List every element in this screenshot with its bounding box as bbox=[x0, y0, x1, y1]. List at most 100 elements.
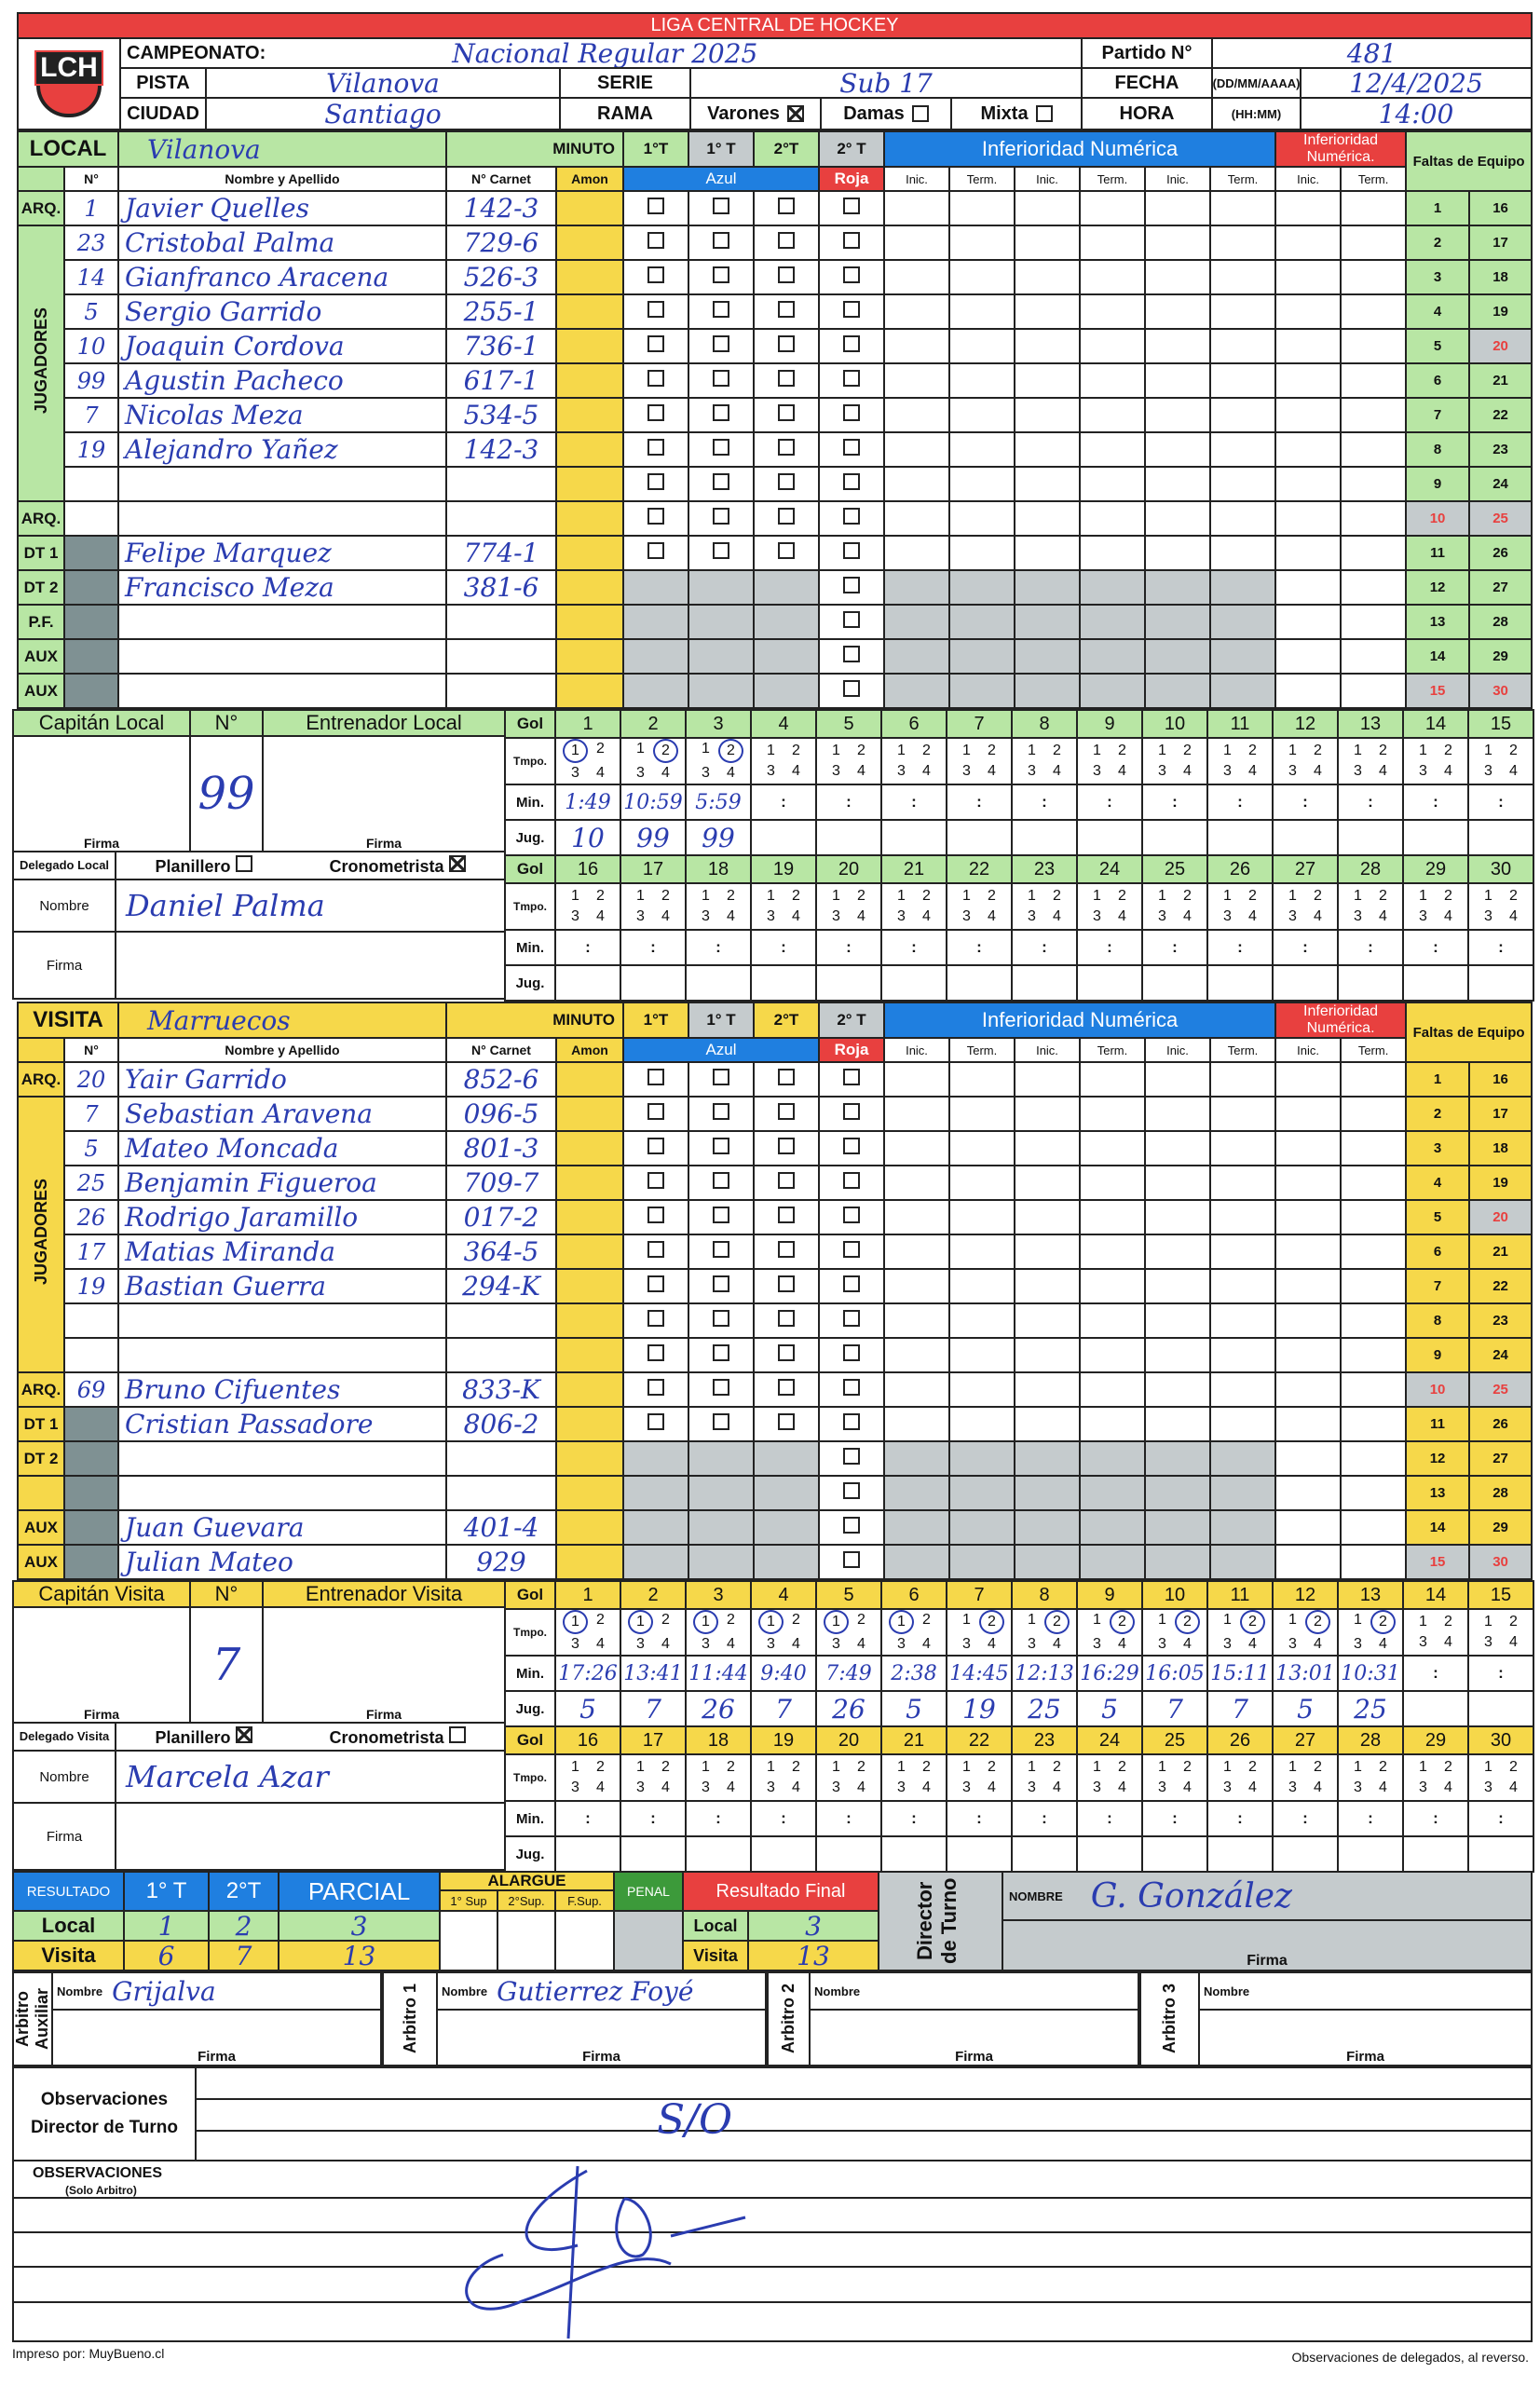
goal-minute[interactable]: 10:59 bbox=[620, 784, 687, 821]
local-p2[interactable]: 2 bbox=[208, 1910, 279, 1942]
period-option[interactable]: 4 bbox=[1053, 1780, 1061, 1795]
inferioridad-cell[interactable] bbox=[1144, 500, 1211, 537]
player-number[interactable]: 26 bbox=[63, 1199, 119, 1235]
inferioridad-cell[interactable] bbox=[948, 328, 1015, 364]
goal-player[interactable] bbox=[685, 1835, 752, 1873]
period-option[interactable]: 4 bbox=[1248, 763, 1257, 779]
roja-cell[interactable] bbox=[818, 1371, 885, 1408]
inferioridad-cell[interactable] bbox=[883, 1130, 950, 1166]
inferioridad-cell[interactable] bbox=[1079, 1302, 1146, 1339]
falta-cell[interactable]: 15 bbox=[1405, 1544, 1471, 1580]
inferioridad-cell[interactable] bbox=[1014, 1440, 1081, 1477]
inferioridad-cell[interactable] bbox=[883, 362, 950, 399]
goal-minute[interactable]: : bbox=[1076, 929, 1143, 966]
goal-period[interactable]: 1 2 3 4 bbox=[1011, 882, 1078, 931]
coach-signature[interactable]: Firma bbox=[262, 1606, 506, 1724]
inferioridad-cell[interactable] bbox=[1014, 1302, 1081, 1339]
period-option[interactable]: 2 bbox=[661, 1759, 670, 1775]
inferioridad-cell[interactable] bbox=[1079, 397, 1146, 433]
inferioridad-cell[interactable] bbox=[1340, 1268, 1408, 1304]
roja-cell[interactable] bbox=[818, 1165, 885, 1201]
goal-period[interactable]: 1 2 3 4 bbox=[1402, 737, 1469, 785]
inferioridad-cell[interactable] bbox=[1340, 1096, 1408, 1132]
player-number[interactable]: 19 bbox=[63, 431, 119, 468]
period-option[interactable]: 4 bbox=[792, 908, 800, 924]
amon-cell[interactable] bbox=[555, 638, 624, 675]
goal-player[interactable]: 19 bbox=[946, 1690, 1013, 1727]
goal-minute[interactable]: 13:41 bbox=[620, 1655, 687, 1692]
player-carnet[interactable]: 709-7 bbox=[445, 1165, 557, 1201]
referee-signature[interactable]: Firma bbox=[436, 2009, 767, 2066]
player-number[interactable]: 20 bbox=[63, 1061, 119, 1098]
captain-number[interactable]: 99 bbox=[189, 735, 264, 852]
azul-checkbox[interactable] bbox=[778, 473, 795, 490]
player-carnet[interactable]: 364-5 bbox=[445, 1234, 557, 1270]
goal-player[interactable] bbox=[750, 964, 817, 1002]
inferioridad-cell[interactable] bbox=[948, 397, 1015, 433]
player-name[interactable]: Benjamin Figueroa bbox=[117, 1165, 447, 1201]
azul-checkbox[interactable] bbox=[778, 1069, 795, 1085]
goal-minute[interactable]: : bbox=[815, 929, 882, 966]
azul-cell[interactable] bbox=[688, 1165, 755, 1201]
period-option[interactable]: 1 bbox=[563, 1611, 588, 1634]
inferioridad-cell[interactable] bbox=[1144, 1509, 1211, 1546]
player-name[interactable] bbox=[117, 1302, 447, 1339]
azul-cell[interactable] bbox=[688, 1406, 755, 1442]
goal-minute[interactable]: : bbox=[685, 929, 752, 966]
period-header-0[interactable]: 1°T bbox=[622, 130, 689, 168]
azul-cell[interactable] bbox=[622, 1130, 689, 1166]
inferioridad-cell[interactable] bbox=[1208, 328, 1277, 364]
period-option[interactable]: 1 bbox=[1484, 1759, 1492, 1775]
amon-cell[interactable] bbox=[555, 1061, 624, 1098]
goal-player[interactable] bbox=[1011, 819, 1078, 856]
inferioridad-cell[interactable] bbox=[1208, 638, 1277, 675]
azul-cell[interactable] bbox=[688, 397, 755, 433]
period-option[interactable]: 3 bbox=[1028, 763, 1036, 779]
falta-cell[interactable]: 13 bbox=[1405, 604, 1471, 640]
player-name[interactable] bbox=[117, 604, 447, 640]
period-option[interactable]: 1 bbox=[636, 888, 645, 904]
roja-checkbox[interactable] bbox=[843, 1103, 860, 1120]
mixta-checkbox[interactable] bbox=[1035, 105, 1053, 122]
inferioridad-cell[interactable] bbox=[883, 1440, 950, 1477]
falta-cell[interactable]: 5 bbox=[1405, 328, 1471, 364]
goal-player[interactable] bbox=[1337, 964, 1404, 1002]
inferioridad-cell[interactable] bbox=[948, 1061, 1015, 1098]
falta-cell[interactable]: 6 bbox=[1405, 362, 1471, 399]
period-option[interactable]: 2 bbox=[1444, 888, 1452, 904]
azul-checkbox[interactable] bbox=[713, 1103, 729, 1120]
period-option[interactable]: 1 bbox=[1419, 1759, 1427, 1775]
period-option[interactable]: 3 bbox=[767, 908, 775, 924]
player-number[interactable] bbox=[63, 1509, 119, 1546]
referee-name-field[interactable]: Nombre Grijalva bbox=[51, 1971, 382, 2011]
period-option[interactable]: 3 bbox=[1158, 1636, 1166, 1652]
inferioridad-cell[interactable] bbox=[883, 225, 950, 261]
goal-minute[interactable]: : bbox=[750, 1800, 817, 1837]
player-carnet[interactable]: 401-4 bbox=[445, 1509, 557, 1546]
inferioridad-cell[interactable] bbox=[1144, 1371, 1211, 1408]
azul-checkbox[interactable] bbox=[647, 301, 664, 318]
inferioridad-cell[interactable] bbox=[1340, 638, 1408, 675]
goal-minute[interactable]: : bbox=[946, 929, 1013, 966]
roja-cell[interactable] bbox=[818, 431, 885, 468]
goal-player[interactable] bbox=[1272, 819, 1339, 856]
period-option[interactable]: 4 bbox=[596, 1780, 605, 1795]
azul-cell[interactable] bbox=[622, 1096, 689, 1132]
inferioridad-cell[interactable] bbox=[948, 604, 1015, 640]
falta-cell[interactable]: 6 bbox=[1405, 1234, 1471, 1270]
period-option[interactable]: 2 bbox=[661, 1612, 670, 1628]
period-option[interactable]: 2 bbox=[792, 888, 800, 904]
inferioridad-cell[interactable] bbox=[948, 431, 1015, 468]
period-option[interactable]: 4 bbox=[661, 908, 670, 924]
period-option[interactable]: 2 bbox=[661, 888, 670, 904]
period-option[interactable]: 1 bbox=[1484, 743, 1492, 758]
referee-signature[interactable]: Firma bbox=[51, 2009, 382, 2066]
period-option[interactable]: 2 bbox=[1183, 743, 1192, 758]
falta-cell[interactable]: 9 bbox=[1405, 466, 1471, 502]
amon-cell[interactable] bbox=[555, 1406, 624, 1442]
player-number[interactable] bbox=[63, 1337, 119, 1373]
